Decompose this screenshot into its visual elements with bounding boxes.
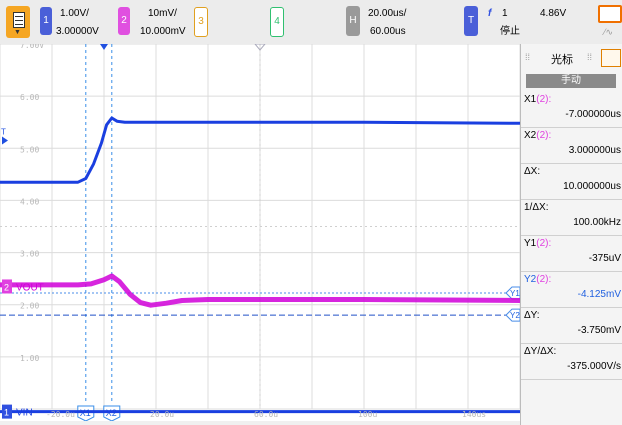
readout-label: ΔY/ΔX:: [524, 346, 557, 357]
y-tick-label: 1.00: [20, 354, 39, 363]
cursor-handle[interactable]: [103, 405, 121, 421]
trigger-badge[interactable]: T: [464, 6, 478, 36]
cursor-readout: Y1(2): -375uV: [521, 236, 622, 270]
readout-label: X1(2):: [524, 94, 552, 105]
toolbar: ▼ 1 1.00V/ 3.00000V 2 10mV/ 10.000mV 3 4…: [0, 0, 622, 45]
trace-vout: [0, 273, 520, 308]
traces: [0, 116, 520, 414]
ch1-badge[interactable]: 1: [40, 7, 52, 35]
cursor-readout: X2(2): 3.000000us: [521, 128, 622, 162]
cursor-readout: Y2(2): -4.125mV: [521, 272, 622, 306]
y-tick-label: 6.00: [20, 93, 39, 102]
ch2-marker-label: 2: [4, 282, 9, 292]
status-bar: [0, 421, 520, 425]
timebase-offset: 60.00us: [370, 26, 406, 37]
divider: [521, 307, 622, 308]
panel-menu-icon[interactable]: [601, 49, 621, 67]
readout-value: 3.000000us: [568, 145, 621, 156]
trigger-position-marker[interactable]: [100, 44, 108, 50]
vout-label: VOUT: [16, 282, 44, 293]
ch2-marker[interactable]: [2, 279, 12, 294]
ch1-offset: 3.00000V: [56, 26, 99, 37]
cursor-readout: ΔX: 10.000000us: [521, 164, 622, 198]
readout-label: ΔY:: [524, 310, 540, 321]
cursor-handle[interactable]: [505, 308, 520, 322]
ch2-offset: 10.000mV: [140, 26, 186, 37]
cursor-readout: 1/ΔX: 100.00kHz: [521, 200, 622, 234]
vin-label: VIN: [16, 408, 33, 419]
ch1-marker-label: 1: [4, 408, 9, 418]
falling-edge-icon: f: [488, 8, 492, 19]
cursor-readout: ΔY/ΔX: -375.000V/s: [521, 344, 622, 378]
cursor-readout: X1(2): -7.000000us: [521, 92, 622, 126]
ch3-badge[interactable]: 3: [194, 7, 208, 37]
readout-label: ΔX:: [524, 166, 541, 177]
x-tick-label: 140us: [462, 410, 486, 419]
cursor-label: Y2: [510, 311, 520, 320]
axis-labels: 7.00V 6.00 5.00 4.00 3.00 2.00 1.00 -20.0u 20.0u…: [1, 44, 486, 419]
readout-value: -3.750mV: [577, 325, 621, 336]
y-tick-label: 3.00: [20, 250, 39, 259]
ch2-badge[interactable]: 2: [118, 7, 130, 35]
readout-channel: (2):: [536, 274, 552, 285]
cursor-panel: ⁞⁞ 光标 ⁞⁞ 手动 X1(2): -7.000000us X2(2): 3.000…: [520, 44, 622, 425]
cursor-mode-button[interactable]: 手动: [526, 74, 616, 88]
divider: [521, 163, 622, 164]
menu-icon: [13, 12, 25, 28]
x-tick-label: -20.0u: [46, 410, 75, 419]
readout-channel: (2):: [536, 94, 552, 105]
x-tick-label: 100u: [358, 410, 377, 419]
divider: [521, 271, 622, 272]
readout-value: 10.000000us: [563, 181, 621, 192]
readout-value: -375.000V/s: [567, 361, 621, 372]
drag-handle-icon[interactable]: ⁞⁞: [525, 52, 531, 62]
timebase-scale: 20.00us/: [368, 8, 407, 19]
cursor-readout: ΔY: -3.750mV: [521, 308, 622, 342]
trigger-level-label: T: [1, 127, 6, 136]
readout-label: 1/ΔX:: [524, 202, 549, 213]
divider: [521, 199, 622, 200]
measure-icon[interactable]: ⁄∿: [604, 27, 614, 37]
trigger-level: 4.86V: [540, 8, 567, 19]
y-tick-label: 7.00V: [20, 44, 44, 50]
drag-handle-icon[interactable]: ⁞⁞: [587, 52, 593, 62]
divider: [521, 379, 622, 380]
run-status: 停止: [500, 26, 520, 37]
readout-value: -4.125mV: [577, 289, 621, 300]
chevron-down-icon: ▼: [14, 29, 21, 36]
center-marker: [254, 44, 266, 51]
horizontal-badge[interactable]: H: [346, 6, 360, 36]
readout-value: -375uV: [588, 253, 621, 264]
grid: [0, 44, 520, 410]
y-tick-label: 2.00: [20, 302, 39, 311]
readout-channel: (2):: [536, 130, 552, 141]
x-tick-label: 60.0u: [254, 410, 278, 419]
ch1-marker[interactable]: [2, 404, 12, 419]
trace-ch1: [0, 116, 520, 184]
readout-channel: (2):: [536, 238, 552, 249]
trigger-source: 1: [502, 8, 508, 19]
ch4-badge[interactable]: 4: [270, 7, 284, 37]
menu-button[interactable]: ▼: [6, 6, 30, 38]
divider: [521, 127, 622, 128]
readout-value: 100.00kHz: [573, 217, 621, 228]
zoom-icon[interactable]: [598, 5, 622, 23]
ch1-scale: 1.00V/: [60, 8, 89, 19]
panel-title: 光标: [551, 54, 573, 66]
ch2-scale: 10mV/: [148, 8, 177, 19]
readout-label: Y2(2):: [524, 274, 552, 285]
divider: [521, 343, 622, 344]
trigger-level-marker[interactable]: [2, 136, 8, 145]
y-tick-label: 5.00: [20, 145, 39, 154]
cursor-label: Y1: [510, 289, 520, 298]
divider: [521, 235, 622, 236]
readout-label: Y1(2):: [524, 238, 552, 249]
cursor-handle[interactable]: [77, 405, 95, 421]
readout-label: X2(2):: [524, 130, 552, 141]
readout-value: -7.000000us: [565, 109, 621, 120]
y-tick-label: 4.00: [20, 197, 39, 206]
x-tick-label: 20.0u: [150, 410, 174, 419]
